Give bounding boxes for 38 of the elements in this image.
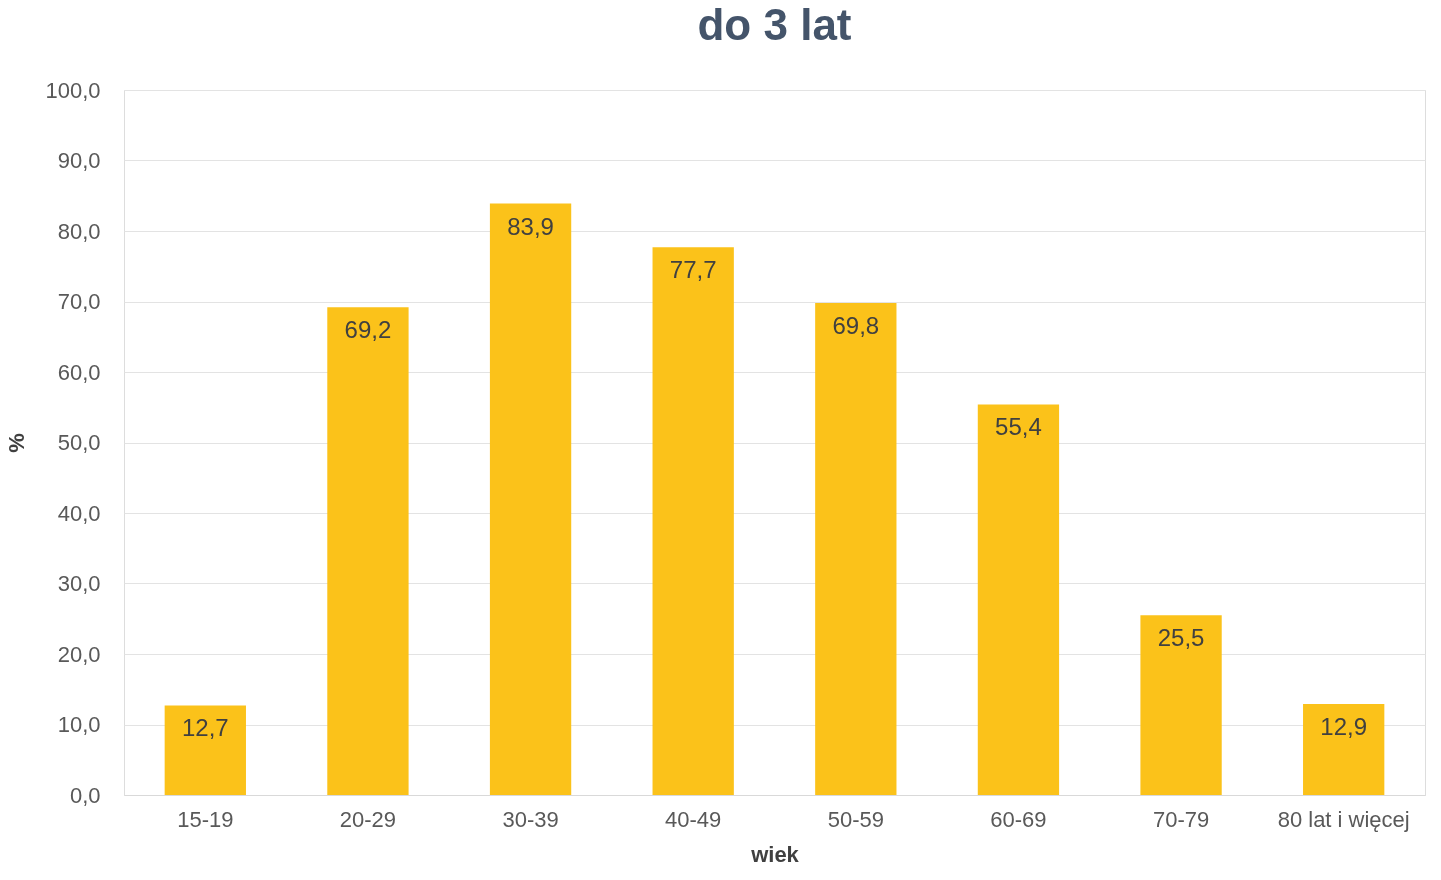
y-tick-label: 40,0 [57,500,101,526]
data-label: 69,8 [832,311,880,339]
bar [652,247,734,795]
y-tick-label: 10,0 [57,712,101,737]
bar [327,307,409,795]
y-tick-label: 20,0 [57,641,101,667]
x-tick-label: 50-59 [827,806,884,832]
data-label: 69,2 [344,316,392,344]
bar [977,404,1060,795]
x-tick-label: 80 lat i więcej [1277,806,1410,832]
data-label: 77,7 [669,256,717,284]
data-label: 25,5 [1157,624,1205,652]
data-label: 12,9 [1320,713,1368,741]
x-tick-label: 70-79 [1152,806,1210,832]
x-tick-label: 20-29 [339,806,397,832]
y-axis-title: % [4,433,30,453]
y-tick-label: 30,0 [57,571,101,596]
x-tick-label: 40-49 [665,806,722,832]
x-tick-label: 60-69 [990,806,1047,832]
y-tick-label: 70,0 [57,289,101,314]
bar [1303,704,1385,795]
data-label: 12,7 [181,714,229,742]
bar [164,705,246,795]
data-label: 55,4 [995,413,1042,441]
x-tick-label: 30-39 [502,806,559,832]
data-label: 83,9 [507,212,554,240]
y-tick-label: 100,0 [45,77,101,103]
bar [1140,615,1222,795]
y-tick-label: 0,0 [69,782,101,808]
y-tick-label: 60,0 [57,359,101,385]
chart-title: do 3 lat [697,0,852,49]
y-tick-label: 90,0 [57,148,101,173]
x-axis-title: wiek [750,841,800,867]
bar [489,203,572,795]
y-tick-label: 80,0 [57,218,101,244]
x-tick-label: 15-19 [177,806,234,832]
bar [815,302,897,795]
y-tick-label: 50,0 [57,430,101,455]
